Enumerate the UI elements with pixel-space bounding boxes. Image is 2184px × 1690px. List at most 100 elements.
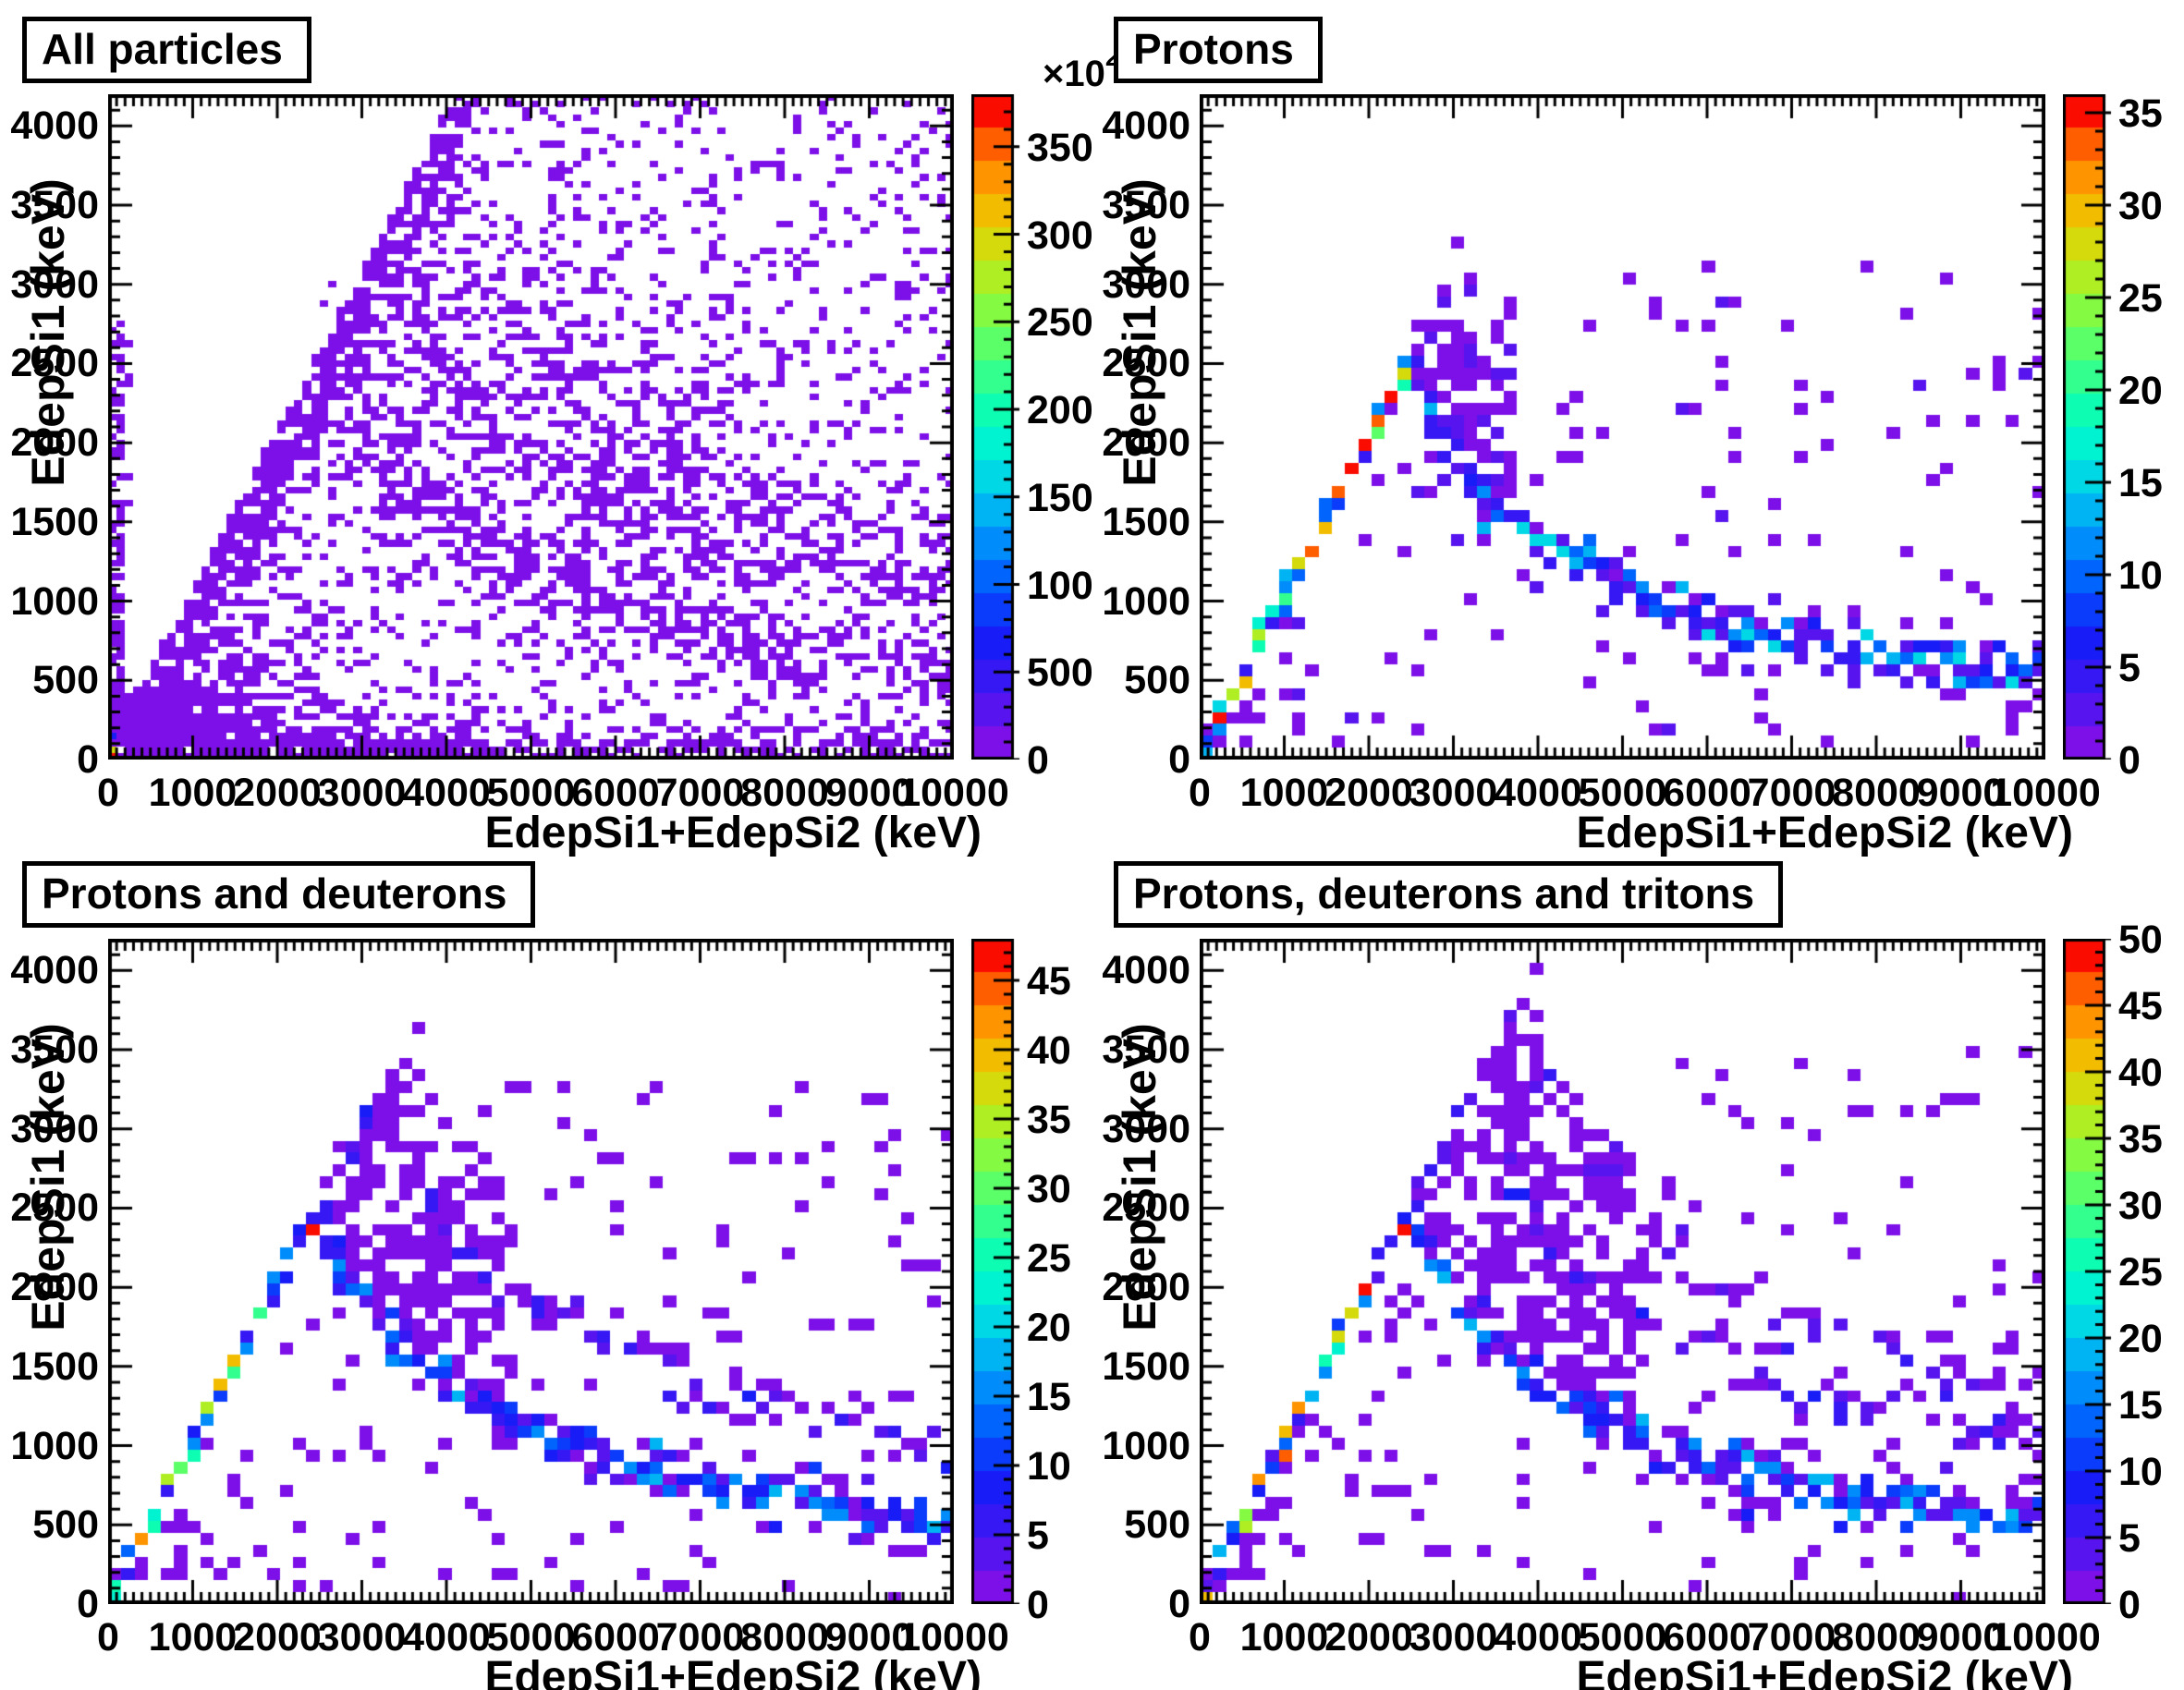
- palette-color-bar: [971, 94, 1023, 760]
- y-tick-label: 500: [32, 1502, 99, 1548]
- y-tick-label: 500: [1124, 1502, 1190, 1548]
- y-tick-label: 4000: [1102, 103, 1190, 149]
- palette-tick-label: 5: [1027, 1514, 1049, 1558]
- palette-tick-label: 0: [2118, 1583, 2141, 1627]
- x-tick-label: 0: [1189, 771, 1211, 815]
- plot-area-canvas: [108, 94, 954, 760]
- y-tick-label: 2500: [1102, 341, 1190, 386]
- x-tick-label: 2000: [233, 1615, 322, 1660]
- x-tick-label: 0: [97, 771, 119, 815]
- palette-tick-label: 30: [1027, 1167, 1071, 1211]
- y-tick-label: 3500: [1102, 1027, 1190, 1072]
- x-tick-label: 6000: [571, 771, 660, 815]
- x-tick-label: 5000: [486, 1615, 576, 1660]
- y-tick-label: 1000: [10, 578, 99, 624]
- x-tick-label: 2000: [1324, 1615, 1413, 1660]
- panel-title: Protons: [1133, 25, 1294, 73]
- palette-tick-label: 500: [1027, 650, 1093, 696]
- x-tick-label: 7000: [1747, 771, 1836, 815]
- y-tick-label: 500: [1124, 658, 1190, 703]
- palette-tick-label: 45: [1027, 959, 1071, 1003]
- palette-tick-label: 20: [1027, 1306, 1071, 1350]
- y-tick-label: 4000: [1102, 948, 1190, 993]
- x-tick-label: 2000: [233, 771, 322, 815]
- panel-title-box: All particles: [22, 17, 311, 83]
- x-tick-label: 4000: [402, 1615, 491, 1660]
- x-tick-label: 1000: [148, 1615, 238, 1660]
- x-tick-label: 10000: [898, 771, 1009, 815]
- x-tick-label: 1000: [148, 771, 238, 815]
- palette-tick-label: 15: [1027, 1375, 1071, 1419]
- palette-exponent: ×102: [1043, 54, 1119, 91]
- x-tick-label: 3000: [1409, 771, 1498, 815]
- palette-tick-label: 50: [2118, 918, 2163, 962]
- palette-tick-label: 40: [1027, 1028, 1071, 1073]
- y-tick-label: 4000: [10, 103, 99, 149]
- palette-tick-label: 10: [2118, 553, 2163, 598]
- y-tick-label: 2000: [1102, 1265, 1190, 1310]
- palette-tick-label: 30: [2118, 184, 2163, 228]
- y-tick-label: 2000: [1102, 420, 1190, 466]
- palette-tick-label: 300: [1027, 213, 1093, 258]
- palette-tick-label: 20: [2118, 369, 2163, 413]
- x-tick-label: 3000: [317, 1615, 407, 1660]
- palette-tick-label: 200: [1027, 388, 1093, 433]
- y-tick-label: 3000: [10, 261, 99, 307]
- y-tick-label: 3500: [10, 1027, 99, 1072]
- y-tick-label: 2000: [10, 420, 99, 466]
- x-tick-label: 4000: [1494, 1615, 1582, 1660]
- y-tick-label: 1500: [10, 499, 99, 544]
- x-tick-label: 0: [1189, 1615, 1211, 1660]
- panel-all-particles: All particles EdepSi1 (keV) EdepSi1+Edep…: [0, 0, 1119, 857]
- y-tick-label: 3500: [1102, 183, 1190, 227]
- x-tick-label: 8000: [740, 771, 829, 815]
- y-tick-label: 500: [32, 658, 99, 703]
- x-axis-title: EdepSi1+EdepSi2 (keV): [484, 809, 982, 857]
- x-tick-label: 3000: [317, 771, 407, 815]
- palette-color-bar: [971, 939, 1023, 1604]
- y-tick-label: 3000: [1102, 261, 1190, 307]
- panel-protons: Protons EdepSi1 (keV) EdepSi1+EdepSi2 (k…: [1092, 0, 2183, 857]
- y-tick-label: 3000: [1102, 1106, 1190, 1151]
- y-tick-label: 0: [1168, 737, 1190, 782]
- palette-tick-label: 35: [2118, 1117, 2163, 1161]
- palette-tick-label: 0: [1027, 738, 1049, 783]
- palette-tick-label: 10: [1027, 1444, 1071, 1489]
- panel-title: Protons, deuterons and tritons: [1133, 869, 1755, 918]
- palette-tick-label: 25: [2118, 276, 2163, 321]
- y-tick-label: 3000: [10, 1106, 99, 1151]
- palette-tick-label: 250: [1027, 300, 1093, 346]
- plot-area-canvas: [1200, 94, 2045, 760]
- palette-tick-label: 30: [2118, 1184, 2163, 1228]
- y-tick-label: 0: [77, 737, 99, 782]
- y-tick-label: 2500: [1102, 1185, 1190, 1231]
- y-tick-label: 2500: [10, 1185, 99, 1231]
- panel-title: Protons and deuterons: [42, 869, 507, 918]
- x-tick-label: 10000: [898, 1615, 1009, 1660]
- palette-tick-label: 150: [1027, 475, 1093, 520]
- y-tick-label: 1500: [1102, 1343, 1190, 1389]
- x-tick-label: 9000: [1916, 771, 2006, 815]
- x-tick-label: 7000: [655, 1615, 745, 1660]
- y-tick-label: 3500: [10, 183, 99, 227]
- panel-title: All particles: [42, 25, 283, 73]
- x-tick-label: 8000: [740, 1615, 829, 1660]
- palette-tick-label: 100: [1027, 563, 1093, 608]
- palette-exponent-base: ×10: [1043, 54, 1105, 91]
- plot-area-canvas: [1200, 939, 2045, 1604]
- palette-tick-label: 20: [2118, 1317, 2163, 1361]
- x-tick-label: 9000: [1916, 1615, 2006, 1660]
- x-tick-label: 0: [97, 1615, 119, 1660]
- x-tick-label: 1000: [1239, 1615, 1329, 1660]
- y-tick-label: 0: [1168, 1582, 1190, 1626]
- x-tick-label: 10000: [1990, 771, 2101, 815]
- x-tick-label: 4000: [402, 771, 491, 815]
- x-tick-label: 10000: [1990, 1615, 2101, 1660]
- plot-area-canvas: [108, 939, 954, 1604]
- y-tick-label: 0: [77, 1582, 99, 1626]
- palette-tick-label: 25: [1027, 1236, 1071, 1281]
- palette-color-bar: [2063, 939, 2115, 1604]
- palette-color-bar: [2063, 94, 2115, 760]
- palette-tick-label: 15: [2118, 461, 2163, 505]
